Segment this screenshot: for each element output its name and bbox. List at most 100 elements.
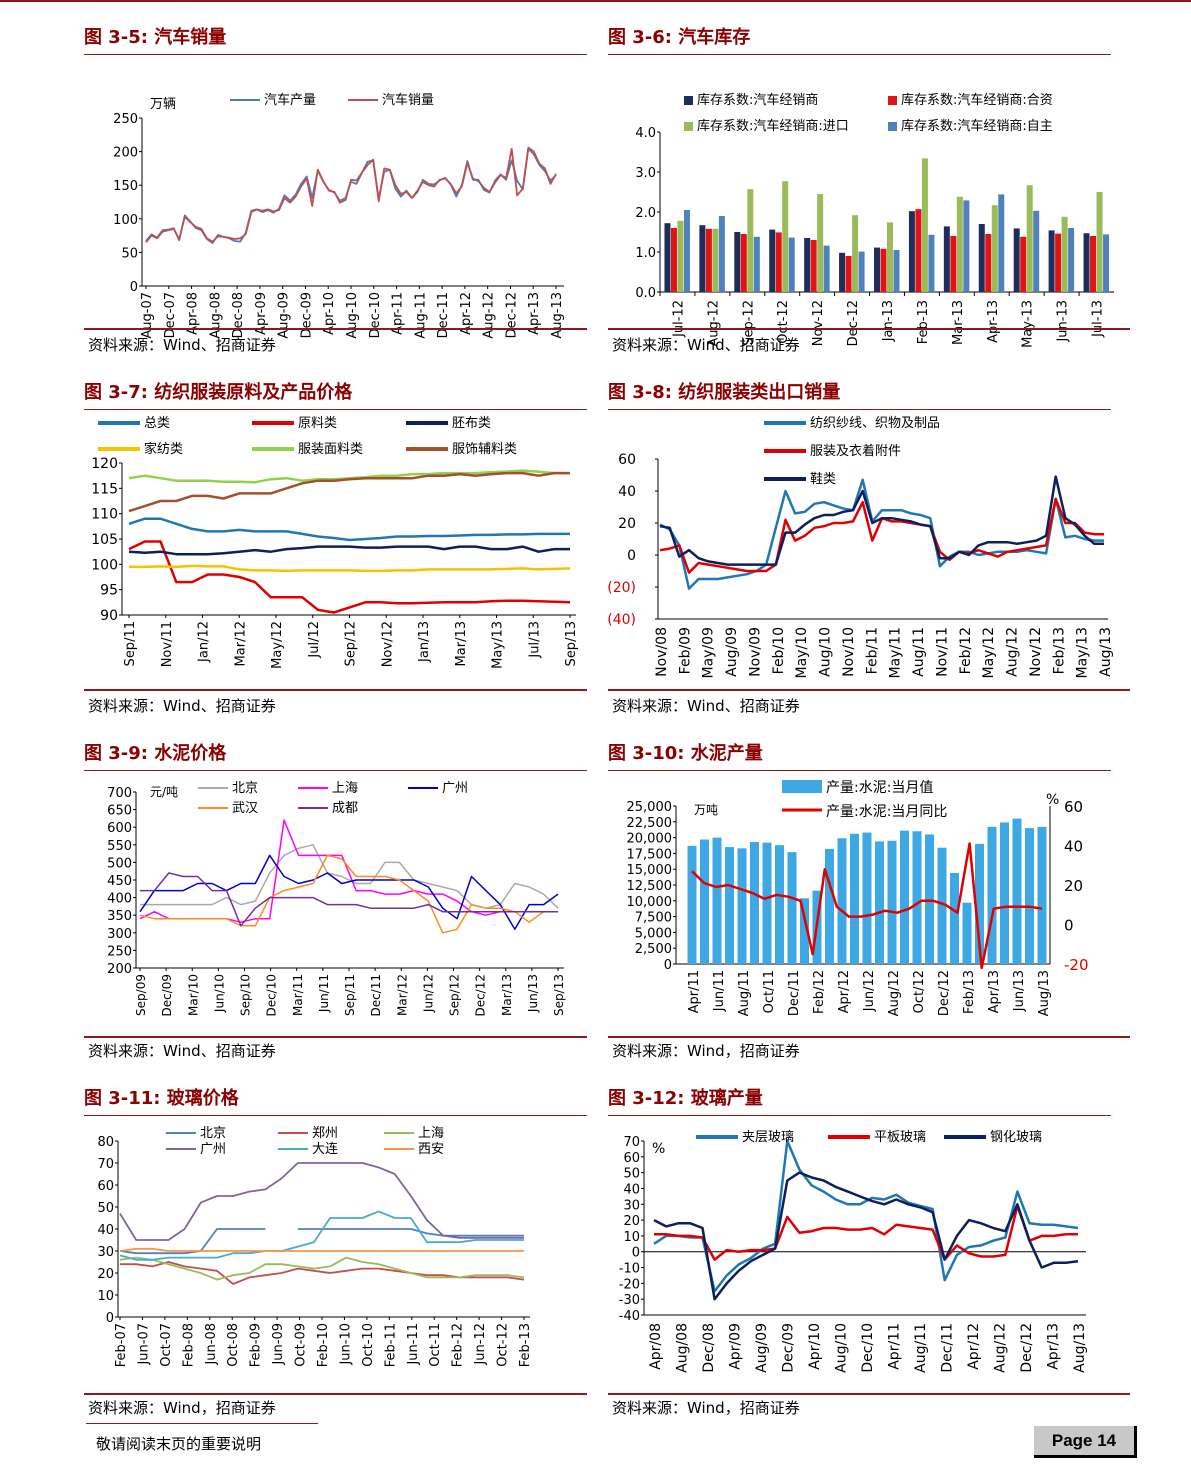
panel-title: 图 3-11: 玻璃价格 [84, 1088, 239, 1109]
legend-label: 上海 [418, 1126, 444, 1141]
x-tick-label: Dec-07 [163, 292, 178, 338]
x-tick-label: Feb-11 [383, 1323, 398, 1367]
y-tick-label: 250 [107, 944, 132, 959]
y-tick-label: 1.0 [635, 246, 656, 261]
x-tick-label: Oct-12 [776, 300, 791, 344]
x-tick-label: Dec-11 [436, 292, 451, 338]
chart-cement-prices: 200 250 300 350 400 450 500 550 600 650 700 元/吨 Sep/… [84, 772, 587, 1034]
chart-svg: (40) (20) 0 20 40 60 Nov/08 Feb/09 May/09 Aug/09 N… [608, 416, 1114, 678]
bar [775, 845, 784, 964]
x-tick-label: Dec/12 [1019, 1323, 1035, 1373]
y-tick-label: 20 [618, 516, 636, 532]
x-tick-label: Sep/10 [239, 974, 253, 1016]
y-tick-label: 30 [97, 1245, 114, 1260]
bar [975, 843, 984, 964]
bar [839, 252, 846, 292]
bar [908, 211, 915, 292]
legend-label: 北京 [200, 1126, 226, 1141]
x-tick-label: Jan/12 [197, 621, 212, 663]
x-tick-label: Jun-10 [338, 1323, 353, 1366]
bar [800, 898, 809, 964]
bar [1048, 230, 1055, 292]
chart-svg: 02,5005,0007,50010,00012,50015,00017,500… [627, 780, 1089, 1016]
unit-label-right: % [1046, 792, 1059, 808]
source-note: 资料来源：Wind，招商证券 [88, 1399, 276, 1417]
legend-label: 夹层玻璃 [742, 1130, 794, 1145]
bar [788, 237, 795, 292]
x-tick-label: Aug/10 [818, 627, 834, 677]
bar [915, 209, 922, 292]
y-right-tick-label: 40 [1064, 838, 1083, 856]
legend-label: 大连 [312, 1141, 338, 1157]
y-tick-label: 200 [113, 146, 138, 161]
x-tick-label: Apr/13 [987, 970, 1002, 1013]
bar [900, 830, 909, 964]
x-tick-label: Jun/11 [317, 974, 331, 1013]
x-tick-label: Feb/10 [771, 627, 787, 674]
chart-textile-exports: (40) (20) 0 20 40 60 Nov/08 Feb/09 May/09 Aug/09 N… [608, 411, 1114, 693]
y-tick-label: 3.0 [635, 166, 656, 181]
bar [978, 224, 985, 292]
x-tick-label: Feb-12 [451, 1323, 466, 1367]
chart-svg: 200 250 300 350 400 450 500 550 600 650 700 元/吨 Sep/… [107, 781, 566, 1017]
y-tick-label: 200 [107, 962, 132, 977]
y-tick-label: 10 [97, 1289, 114, 1304]
x-tick-label: Feb-08 [181, 1323, 196, 1367]
x-tick-label: Aug-10 [345, 292, 360, 339]
panel-title: 图 3-7: 纺织服装原料及产品价格 [84, 382, 353, 403]
x-tick-label: Sep/11 [343, 974, 357, 1016]
x-tick-label: Feb-13 [518, 1323, 533, 1367]
bar [699, 225, 706, 292]
source-note: 资料来源：Wind，招商证券 [612, 1042, 800, 1060]
x-tick-label: Sep/11 [123, 621, 138, 666]
bar [769, 229, 776, 292]
x-tick-label: Aug/10 [834, 1323, 850, 1373]
bar [725, 847, 734, 964]
bar [810, 240, 817, 292]
bar [1000, 822, 1009, 964]
y-right-tick-label: 0 [1064, 917, 1074, 935]
x-tick-label: Nov/09 [747, 627, 763, 677]
chart-cement-output: 0 2,500 5,000 7,500 10,000 12,500 15,000 17,500… [608, 772, 1111, 1034]
y-tick-label: 20 [623, 1214, 640, 1229]
bar [712, 837, 722, 964]
y-tick-label: 90 [100, 608, 118, 624]
x-tick-label: Aug/12 [1005, 627, 1021, 677]
y-tick-label: 60 [618, 452, 636, 468]
bar [845, 256, 852, 292]
y-tick-label: 450 [107, 874, 132, 889]
x-tick-label: Jan-13 [881, 300, 896, 342]
x-tick-label: Mar/13 [500, 974, 514, 1016]
x-tick-label: Aug-13 [550, 292, 565, 339]
series-line [129, 564, 571, 573]
bar [1103, 234, 1110, 292]
series-line [145, 148, 557, 244]
x-tick-label: Sep/12 [448, 974, 462, 1016]
y-tick-label: 550 [107, 839, 132, 854]
panel-title: 图 3-5: 汽车销量 [84, 27, 227, 48]
chart-glass-prices: 0 10 20 30 40 50 60 70 80 Feb-07 Jun-07 Oct-07 Feb-0… [84, 1117, 587, 1391]
x-tick-label: Oct-08 [226, 1323, 241, 1367]
y-tick-label: 17,500 [627, 847, 673, 862]
y-right-tick-label: -20 [1064, 956, 1089, 974]
bar [823, 245, 830, 292]
legend-label: 成都 [332, 801, 358, 816]
bar [825, 848, 834, 964]
y-tick-label: 60 [623, 1151, 640, 1166]
x-tick-label: Nov/11 [160, 621, 175, 667]
bar [683, 210, 690, 292]
bottom-rule [84, 1036, 587, 1038]
x-tick-label: Dec/08 [701, 1323, 717, 1373]
legend-swatch [684, 122, 693, 131]
bar [677, 220, 684, 292]
panel-title: 图 3-6: 汽车库存 [608, 27, 751, 48]
x-tick-label: Sep/12 [344, 621, 359, 666]
series-line [654, 1204, 1078, 1261]
legend-label: 汽车产量 [264, 92, 316, 108]
x-tick-label: Dec/11 [940, 1323, 956, 1373]
y-tick-label: 110 [91, 507, 118, 523]
x-tick-label: Aug-11 [413, 292, 428, 339]
y-tick-label: 105 [91, 532, 118, 548]
y-tick-label: -30 [619, 1293, 640, 1308]
